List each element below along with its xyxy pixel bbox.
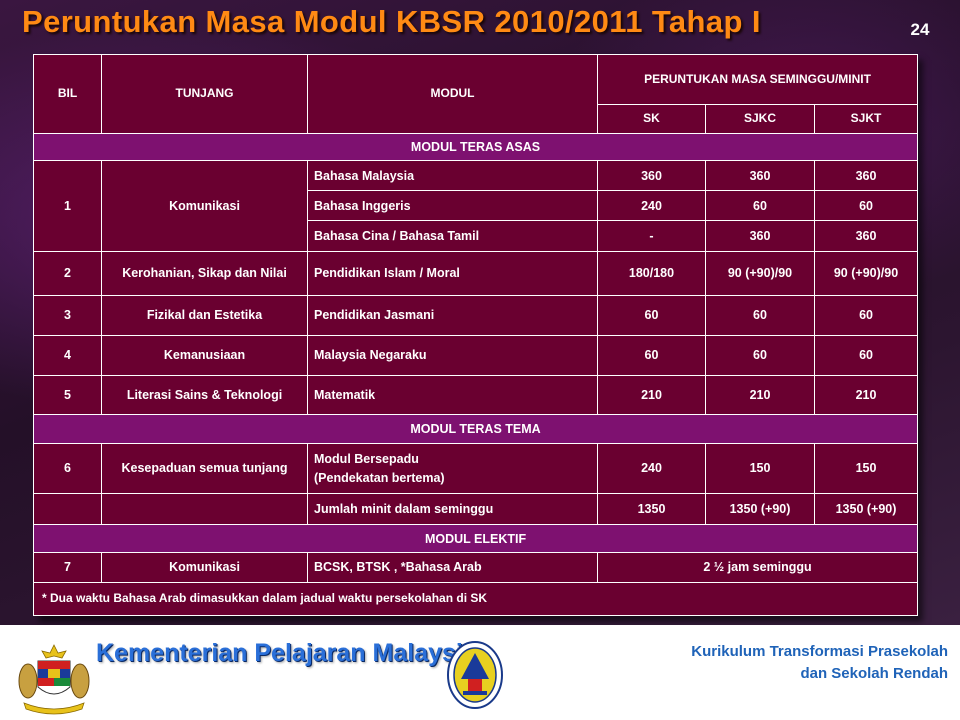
cell-sjkt: 60 (813, 190, 919, 222)
cell-sjkc: 360 (705, 220, 815, 252)
slide-background: Peruntukan Masa Modul KBSR 2010/2011 Tah… (0, 0, 960, 625)
section-elektif: MODUL ELEKTIF (32, 524, 919, 554)
cell-bil-empty (33, 493, 102, 526)
curriculum-line1: Kurikulum Transformasi Prasekolah (691, 643, 948, 660)
cell-sk: 1350 (597, 493, 706, 526)
footnote: * Dua waktu Bahasa Arab dimasukkan dalam… (32, 581, 919, 617)
cell-sk: 180/180 (597, 250, 706, 297)
cell-sjkt: 210 (813, 374, 919, 416)
cell-modul: Bahasa Cina / Bahasa Tamil (307, 220, 598, 252)
cell-sjkt: 150 (813, 443, 919, 495)
cell-allocation: 2 ½ jam seminggu (596, 552, 919, 583)
cell-sk: 240 (597, 443, 706, 495)
header-sk: SK (597, 103, 706, 135)
cell-sjkc: 150 (705, 443, 815, 495)
cell-bil: 1 (33, 160, 102, 252)
cell-tunjang: Literasi Sains & Teknologi (101, 374, 308, 416)
cell-modul: Malaysia Negaraku (307, 334, 598, 376)
cell-sjkc: 1350 (+90) (705, 493, 815, 526)
schedule-table-container: BIL TUNJANG MODUL PERUNTUKAN MASA SEMING… (32, 53, 919, 617)
cell-sjkt: 1350 (+90) (813, 493, 919, 526)
table-row: Bahasa Cina / Bahasa Tamil - 360 360 (34, 220, 919, 252)
table-row: 2 Kerohanian, Sikap dan Nilai Pendidikan… (33, 250, 919, 297)
table-row: 1 Komunikasi Bahasa Malaysia 360 360 360 (33, 160, 919, 252)
cell-tunjang: Kerohanian, Sikap dan Nilai (101, 250, 308, 297)
table-row: 6 Kesepaduan semua tunjang Modul Bersepa… (33, 443, 919, 495)
cell-modul-line2: (Pendekatan bertema) (314, 470, 445, 485)
cell-modul: Bahasa Inggeris (307, 190, 598, 222)
cell-tunjang: Komunikasi (101, 160, 308, 252)
cell-modul: Pendidikan Islam / Moral (307, 250, 598, 297)
header-bil: BIL (33, 53, 102, 135)
cell-sjkc: 360 (705, 160, 815, 192)
cell-sjkc: 210 (705, 374, 815, 416)
cell-sjkt: 60 (813, 295, 919, 336)
header-sjkt: SJKT (813, 103, 919, 135)
cell-sjkt: 90 (+90)/90 (813, 250, 919, 297)
cell-modul: BCSK, BTSK , *Bahasa Arab (307, 552, 598, 583)
cell-sjkc: 60 (705, 295, 815, 336)
cell-modul-line1: Modul Bersepadu (314, 452, 419, 467)
page-number: 24 (910, 20, 930, 39)
cell-sjkt: 360 (813, 220, 919, 252)
cell-modul: Matematik (307, 374, 598, 416)
table-row: 4 Kemanusiaan Malaysia Negaraku 60 60 60 (33, 334, 919, 376)
ministry-emblem-icon (447, 641, 503, 709)
cell-sk: 210 (597, 374, 706, 416)
cell-sk: 60 (597, 295, 706, 336)
cell-bil: 2 (33, 250, 102, 297)
section-teras-tema: MODUL TERAS TEMA (32, 414, 919, 445)
header-modul: MODUL (307, 53, 598, 135)
table-row: Jumlah minit dalam seminggu 1350 1350 (+… (33, 493, 919, 526)
curriculum-line2: dan Sekolah Rendah (800, 665, 948, 682)
footer: Kementerian Pelajaran Malaysia Kurikulum… (0, 625, 960, 720)
cell-sjkc: 90 (+90)/90 (705, 250, 815, 297)
cell-tunjang: Fizikal dan Estetika (101, 295, 308, 336)
cell-sjkc: 60 (705, 334, 815, 376)
cell-bil: 6 (33, 443, 102, 495)
section-teras-asas: MODUL TERAS ASAS (32, 133, 919, 162)
cell-bil: 7 (33, 552, 102, 583)
header-peruntukan: PERUNTUKAN MASA SEMINGGU/MINIT (596, 54, 919, 105)
cell-bil: 5 (33, 374, 102, 416)
cell-bil: 4 (33, 334, 102, 376)
cell-sjkc: 60 (705, 190, 815, 222)
malaysia-coat-of-arms-icon (18, 644, 90, 715)
header-tunjang: TUNJANG (101, 53, 308, 135)
cell-sk: - (597, 220, 706, 252)
cell-tunjang: Komunikasi (101, 552, 308, 583)
cell-modul: Pendidikan Jasmani (307, 295, 598, 336)
cell-sk: 60 (597, 334, 706, 376)
cell-bil: 3 (33, 295, 102, 336)
cell-modul: Bahasa Malaysia (307, 160, 598, 192)
cell-sk: 360 (597, 160, 706, 192)
schedule-table: BIL TUNJANG MODUL PERUNTUKAN MASA SEMING… (32, 53, 919, 617)
cell-tunjang: Kesepaduan semua tunjang (101, 443, 308, 495)
ministry-name: Kementerian Pelajaran Malaysia (96, 639, 477, 667)
cell-sjkt: 60 (813, 334, 919, 376)
cell-modul: Jumlah minit dalam seminggu (307, 493, 598, 526)
curriculum-caption: Kurikulum Transformasi Prasekolah dan Se… (691, 641, 948, 685)
cell-tunjang: Kemanusiaan (101, 334, 308, 376)
cell-sjkt: 360 (813, 160, 919, 192)
cell-sk: 240 (597, 190, 706, 222)
cell-tunjang-empty (101, 493, 308, 526)
slide-title: Peruntukan Masa Modul KBSR 2010/2011 Tah… (22, 4, 761, 39)
header-sjkc: SJKC (705, 103, 815, 135)
table-row: 3 Fizikal dan Estetika Pendidikan Jasman… (33, 295, 919, 336)
cell-modul: Modul Bersepadu (Pendekatan bertema) (307, 443, 598, 495)
table-row: 5 Literasi Sains & Teknologi Matematik 2… (33, 374, 919, 416)
table-row: 7 Komunikasi BCSK, BTSK , *Bahasa Arab 2… (33, 552, 919, 583)
table-row: Bahasa Inggeris 240 60 60 (34, 190, 919, 222)
